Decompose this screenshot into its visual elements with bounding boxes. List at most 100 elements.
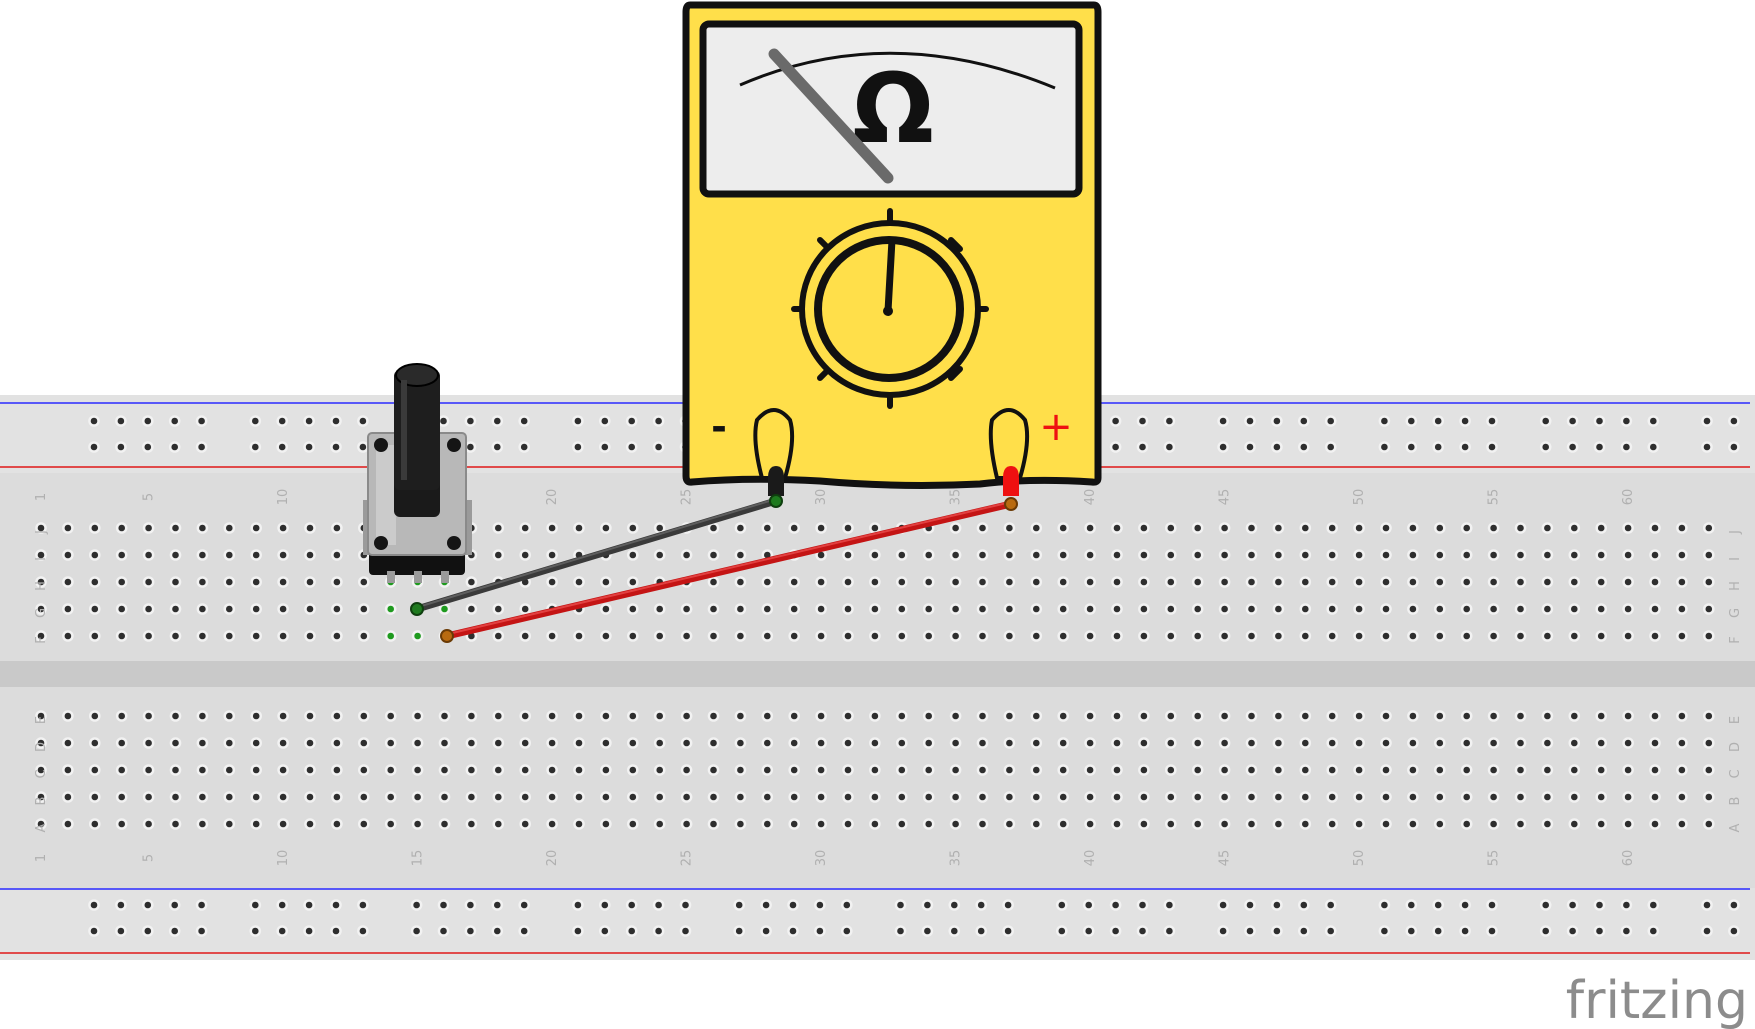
breadboard-hole[interactable] [1517, 632, 1524, 640]
breadboard-hole[interactable] [979, 578, 986, 586]
power-rail-hole[interactable] [1300, 417, 1308, 425]
breadboard-hole[interactable] [1275, 524, 1282, 532]
breadboard-hole[interactable] [1248, 766, 1255, 774]
power-rail-hole[interactable] [413, 901, 420, 909]
breadboard-hole[interactable] [199, 820, 206, 828]
power-rail-hole[interactable] [1434, 417, 1442, 425]
power-rail-hole[interactable] [90, 927, 98, 935]
breadboard-hole[interactable] [1355, 578, 1363, 586]
breadboard-hole[interactable] [360, 632, 368, 640]
breadboard-hole[interactable] [844, 632, 852, 640]
breadboard-hole[interactable] [1490, 793, 1497, 801]
breadboard-hole[interactable] [1597, 793, 1605, 801]
breadboard-hole[interactable] [683, 820, 690, 828]
breadboard-hole[interactable] [1194, 605, 1201, 613]
breadboard-hole[interactable] [1624, 766, 1632, 774]
breadboard-hole[interactable] [1382, 605, 1390, 613]
breadboard-hole[interactable] [844, 793, 852, 801]
breadboard-hole[interactable] [656, 820, 663, 828]
breadboard-hole[interactable] [1705, 632, 1713, 640]
breadboard-hole[interactable] [1651, 739, 1659, 747]
power-rail-hole[interactable] [1569, 927, 1576, 935]
power-rail-hole[interactable] [1488, 927, 1496, 935]
breadboard-hole[interactable] [199, 793, 206, 801]
power-rail-hole[interactable] [1461, 927, 1469, 935]
breadboard-hole[interactable] [226, 712, 233, 720]
power-rail-hole[interactable] [789, 901, 797, 909]
breadboard-hole[interactable] [683, 632, 690, 640]
power-rail-hole[interactable] [440, 901, 447, 909]
power-rail-hole[interactable] [1219, 443, 1227, 451]
breadboard-hole[interactable] [279, 524, 287, 532]
breadboard-hole[interactable] [64, 712, 72, 720]
breadboard-hole[interactable] [1006, 793, 1013, 801]
breadboard-hole[interactable] [1571, 793, 1578, 801]
breadboard-hole[interactable] [1086, 578, 1094, 586]
breadboard-hole[interactable] [790, 766, 798, 774]
breadboard-hole[interactable] [737, 524, 744, 532]
breadboard-hole[interactable] [656, 551, 663, 559]
breadboard-hole[interactable] [37, 739, 45, 747]
power-rail-hole[interactable] [1273, 417, 1281, 425]
breadboard-hole[interactable] [1248, 578, 1255, 586]
breadboard-hole[interactable] [441, 605, 448, 613]
breadboard-hole[interactable] [387, 712, 395, 720]
power-rail-hole[interactable] [897, 927, 904, 935]
power-rail-hole[interactable] [1650, 417, 1657, 425]
breadboard-hole[interactable] [333, 524, 341, 532]
breadboard-hole[interactable] [1436, 524, 1444, 532]
breadboard-hole[interactable] [387, 793, 395, 801]
breadboard-hole[interactable] [1517, 739, 1524, 747]
breadboard-hole[interactable] [737, 766, 744, 774]
breadboard-hole[interactable] [1033, 632, 1040, 640]
breadboard-hole[interactable] [683, 712, 690, 720]
power-rail-hole[interactable] [1542, 901, 1549, 909]
breadboard-hole[interactable] [1463, 632, 1470, 640]
power-rail-hole[interactable] [1327, 901, 1334, 909]
black-probe-plug[interactable] [768, 466, 784, 496]
power-rail-hole[interactable] [1730, 901, 1738, 909]
breadboard-hole[interactable] [1678, 551, 1686, 559]
power-rail-hole[interactable] [1381, 443, 1388, 451]
breadboard-hole[interactable] [172, 524, 179, 532]
breadboard-hole[interactable] [1571, 739, 1578, 747]
breadboard-hole[interactable] [252, 739, 260, 747]
breadboard-hole[interactable] [1059, 605, 1067, 613]
breadboard-hole[interactable] [764, 793, 771, 801]
breadboard-hole[interactable] [898, 578, 906, 586]
breadboard-hole[interactable] [226, 820, 233, 828]
breadboard-hole[interactable] [414, 766, 421, 774]
breadboard-hole[interactable] [1113, 632, 1121, 640]
breadboard-hole[interactable] [764, 551, 771, 559]
breadboard-hole[interactable] [1436, 551, 1444, 559]
breadboard-hole[interactable] [1409, 605, 1417, 613]
breadboard-hole[interactable] [710, 605, 717, 613]
breadboard-hole[interactable] [145, 551, 152, 559]
breadboard-hole[interactable] [145, 605, 152, 613]
power-rail-hole[interactable] [1004, 901, 1012, 909]
breadboard-hole[interactable] [764, 820, 771, 828]
breadboard-hole[interactable] [737, 820, 744, 828]
breadboard-hole[interactable] [441, 793, 448, 801]
power-rail-hole[interactable] [278, 443, 286, 451]
breadboard-hole[interactable] [1059, 551, 1067, 559]
breadboard-hole[interactable] [1597, 766, 1605, 774]
breadboard-hole[interactable] [817, 712, 825, 720]
breadboard-hole[interactable] [1651, 578, 1659, 586]
power-rail-hole[interactable] [655, 443, 662, 451]
power-rail-hole[interactable] [1461, 417, 1469, 425]
breadboard-hole[interactable] [172, 712, 179, 720]
breadboard-hole[interactable] [629, 632, 637, 640]
breadboard-hole[interactable] [1382, 578, 1390, 586]
power-rail-hole[interactable] [117, 417, 125, 425]
breadboard-hole[interactable] [495, 524, 502, 532]
breadboard-hole[interactable] [172, 793, 179, 801]
breadboard-hole[interactable] [91, 820, 99, 828]
breadboard-hole[interactable] [629, 712, 637, 720]
breadboard-hole[interactable] [468, 632, 475, 640]
breadboard-hole[interactable] [1140, 632, 1148, 640]
breadboard-hole[interactable] [37, 632, 45, 640]
breadboard-hole[interactable] [737, 632, 744, 640]
power-rail-hole[interactable] [90, 901, 98, 909]
breadboard-hole[interactable] [1597, 578, 1605, 586]
